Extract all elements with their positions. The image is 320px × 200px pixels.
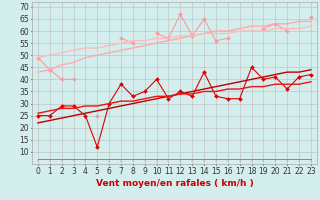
X-axis label: Vent moyen/en rafales ( km/h ): Vent moyen/en rafales ( km/h ) [96, 179, 253, 188]
